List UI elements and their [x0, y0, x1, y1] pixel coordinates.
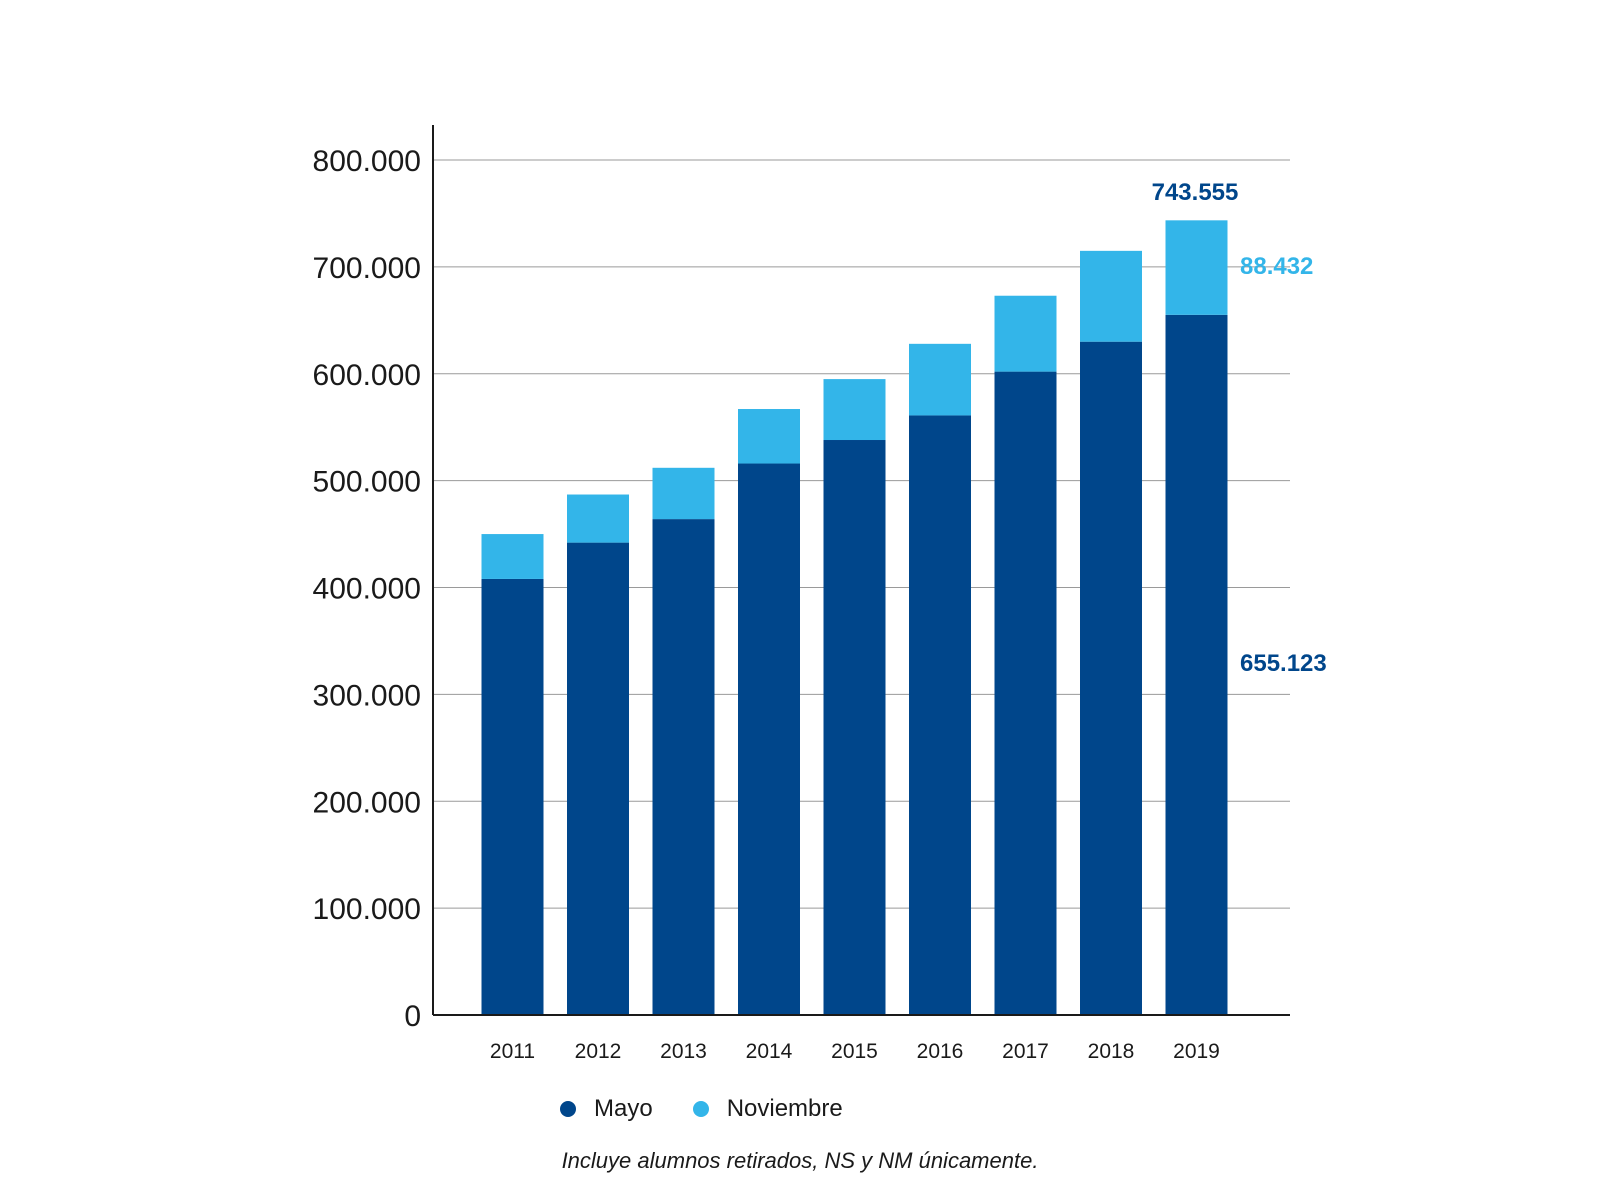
x-tick-label: 2014	[746, 1040, 793, 1063]
y-tick-label: 100.000	[313, 893, 421, 926]
x-tick-labels: 2011 2012 2013 2014 2015 2016 2017 2018 2019	[490, 1040, 1220, 1063]
bar-noviembre-2013	[652, 467, 715, 520]
x-tick-label: 2013	[660, 1040, 707, 1063]
y-tick-label: 300.000	[313, 679, 421, 712]
bar-noviembre-2012	[567, 494, 629, 543]
y-tick-label: 600.000	[313, 359, 421, 392]
x-tick-label: 2019	[1173, 1040, 1220, 1063]
y-tick-label: 200.000	[313, 786, 421, 819]
bar-noviembre-2017	[994, 295, 1057, 372]
y-tick-label: 700.000	[313, 252, 421, 285]
bar-mayo-2018	[1080, 341, 1142, 1015]
y-tick-label: 400.000	[313, 573, 421, 606]
legend-item-noviembre: Noviembre	[692, 1095, 843, 1123]
bar-noviembre-2019	[1165, 220, 1228, 315]
x-tick-label: 2011	[490, 1040, 535, 1063]
x-tick-label: 2012	[575, 1040, 622, 1063]
legend: Mayo Noviembre	[560, 1095, 883, 1123]
legend-swatch-mayo	[560, 1101, 576, 1117]
y-tick-labels: 0 100.000 200.000 300.000 400.000 500.000 600.…	[313, 145, 421, 1033]
bar-mayo-2014	[738, 463, 800, 1015]
bar-noviembre-2015	[823, 379, 886, 441]
bar-noviembre-2011	[481, 534, 544, 579]
bar-mayo-2013	[652, 519, 715, 1015]
bar-noviembre-2016	[909, 343, 971, 416]
bar-mayo-2011	[481, 578, 544, 1015]
data-labels: 743.555 88.432 655.123	[1152, 179, 1327, 677]
legend-swatch-noviembre	[692, 1101, 709, 1117]
bar-noviembre-2014	[738, 409, 800, 464]
x-tick-label: 2018	[1088, 1040, 1135, 1063]
y-tick-label: 500.000	[313, 466, 421, 499]
legend-item-mayo: Mayo	[560, 1095, 653, 1123]
legend-label-mayo: Mayo	[594, 1095, 653, 1122]
bar-noviembre-2018	[1080, 250, 1142, 342]
y-tick-label: 800.000	[313, 145, 421, 178]
x-tick-label: 2015	[831, 1040, 878, 1063]
x-tick-label: 2016	[917, 1040, 964, 1063]
bar-mayo-2016	[909, 415, 971, 1015]
chart-note: Incluye alumnos retirados, NS y NM única…	[561, 1148, 1039, 1173]
bar-mayo-2017	[994, 371, 1057, 1015]
legend-label-noviembre: Noviembre	[726, 1095, 843, 1122]
y-tick-label: 0	[404, 1000, 421, 1033]
x-tick-label: 2017	[1002, 1040, 1049, 1063]
bars	[481, 220, 1228, 1015]
data-label-noviembre-2019: 88.432	[1240, 253, 1313, 280]
data-label-mayo-2019: 655.123	[1240, 650, 1327, 677]
bar-mayo-2012	[567, 542, 629, 1015]
data-label-total-2019: 743.555	[1152, 179, 1239, 206]
axes	[432, 125, 1290, 1016]
bar-mayo-2015	[823, 440, 886, 1015]
bar-mayo-2019	[1165, 314, 1228, 1015]
